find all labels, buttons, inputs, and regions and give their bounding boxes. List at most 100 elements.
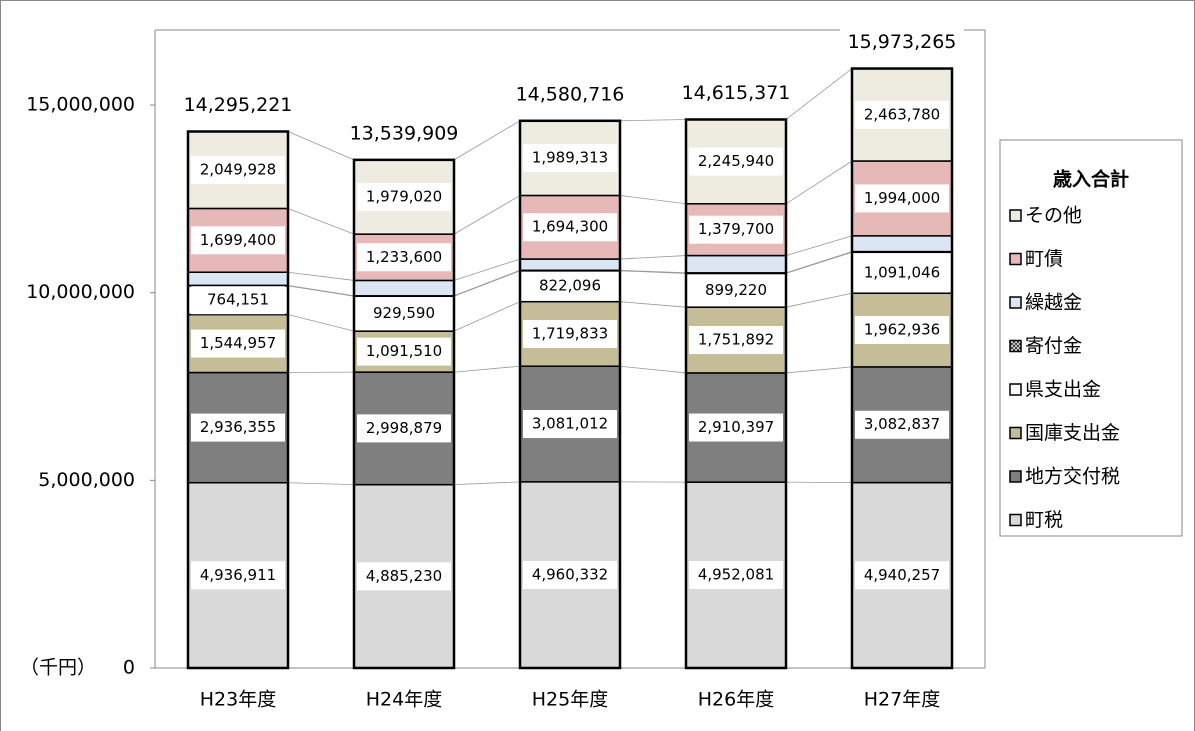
y-tick-label: 10,000,000 [26,281,135,303]
total-label: 14,295,221 [184,94,293,116]
value-label: 1,091,046 [864,263,940,281]
value-label: 1,544,957 [200,334,276,352]
total-label: 13,539,909 [350,122,459,144]
value-label-bg [523,560,617,589]
value-label: 2,936,355 [200,418,276,436]
value-label: 1,979,020 [366,187,442,205]
connector [785,292,853,308]
connector [453,258,521,281]
value-label: 2,998,879 [366,419,442,437]
legend-label: 国庫支出金 [1025,422,1120,444]
connector [785,251,853,274]
bar-segment [685,254,787,274]
value-label: 1,379,700 [698,220,774,238]
connector [785,235,853,256]
connector [287,285,355,297]
value-label-bg [357,299,451,328]
total-label: 14,615,371 [682,82,791,104]
x-tick-label: H23年度 [200,689,276,711]
total-label: 15,973,265 [848,31,957,53]
value-label-bg [357,562,451,591]
value-label: 899,220 [705,281,767,299]
value-label-bg [855,561,949,590]
y-tick-label: 0 [123,657,135,679]
bar-outline [684,118,788,670]
value-label-bg [855,410,949,439]
legend-label: 繰越金 [1025,292,1082,314]
value-label: 4,940,257 [864,566,940,584]
connector [619,270,687,274]
value-label: 2,910,397 [698,418,774,436]
bar-segment [851,235,953,253]
value-label: 1,994,000 [864,189,940,207]
connector [287,284,355,297]
value-label: 1,699,400 [200,231,276,249]
value-label: 4,936,911 [200,566,276,584]
legend-swatch [1009,426,1022,440]
x-tick-label: H24年度 [366,689,442,711]
bar-outline [850,67,954,670]
bar-outline [518,119,622,670]
value-label: 1,233,600 [366,248,442,266]
connector [453,301,521,332]
connector [619,269,687,274]
x-tick-label: H27年度 [864,689,940,711]
value-label-bg [191,286,285,315]
value-label: 1,694,300 [532,218,608,236]
value-label: 4,952,081 [698,566,774,584]
value-label: 3,081,012 [532,415,608,433]
legend-label: 町税 [1025,509,1063,531]
value-label-bg [855,184,949,213]
legend-label: 地方交付税 [1025,466,1120,488]
y-tick-label: 15,000,000 [26,94,135,116]
connector [785,160,853,205]
value-label: 2,463,780 [864,105,940,123]
legend-swatch [1009,513,1022,527]
legend-swatch [1009,339,1022,353]
value-label-bg [191,226,285,255]
value-label: 764,151 [207,291,269,309]
legend-swatch [1009,296,1022,309]
value-label-bg [523,410,617,439]
value-label-bg [689,561,783,590]
connector [287,482,355,486]
value-label-bg [689,413,783,442]
value-label: 929,590 [373,304,435,322]
connector [453,270,521,297]
value-label: 3,082,837 [864,415,940,433]
connector [453,481,521,486]
value-label-bg [689,147,783,176]
total-label-bg [176,92,300,119]
value-label-bg [191,561,285,590]
y-tick-label: 5,000,000 [38,469,135,491]
bar-outline [352,158,456,670]
value-label: 2,245,940 [698,152,774,170]
value-label-bg [357,337,451,366]
bar-outline [186,130,290,670]
value-label-bg [357,414,451,443]
connector [785,68,853,120]
value-label-bg [855,100,949,129]
value-label: 1,719,833 [532,324,608,342]
value-label-bg [357,243,451,272]
value-label: 4,960,332 [532,565,608,583]
legend-box [999,139,1183,537]
connector [453,195,521,235]
value-label: 1,751,892 [698,331,774,349]
connector [785,366,853,374]
value-label: 1,989,313 [532,149,608,167]
value-label-bg [689,326,783,355]
connector [619,301,687,308]
connector [785,251,853,274]
y-axis-label: （千円） [20,657,96,679]
total-label: 14,580,716 [516,83,625,105]
connector [619,119,687,122]
total-label-bg [342,120,466,147]
legend-label: その他 [1025,205,1082,227]
connector [453,269,521,297]
value-label-bg [523,272,617,301]
total-label-bg [840,29,964,56]
connector [453,120,521,161]
value-label-bg [855,258,949,287]
